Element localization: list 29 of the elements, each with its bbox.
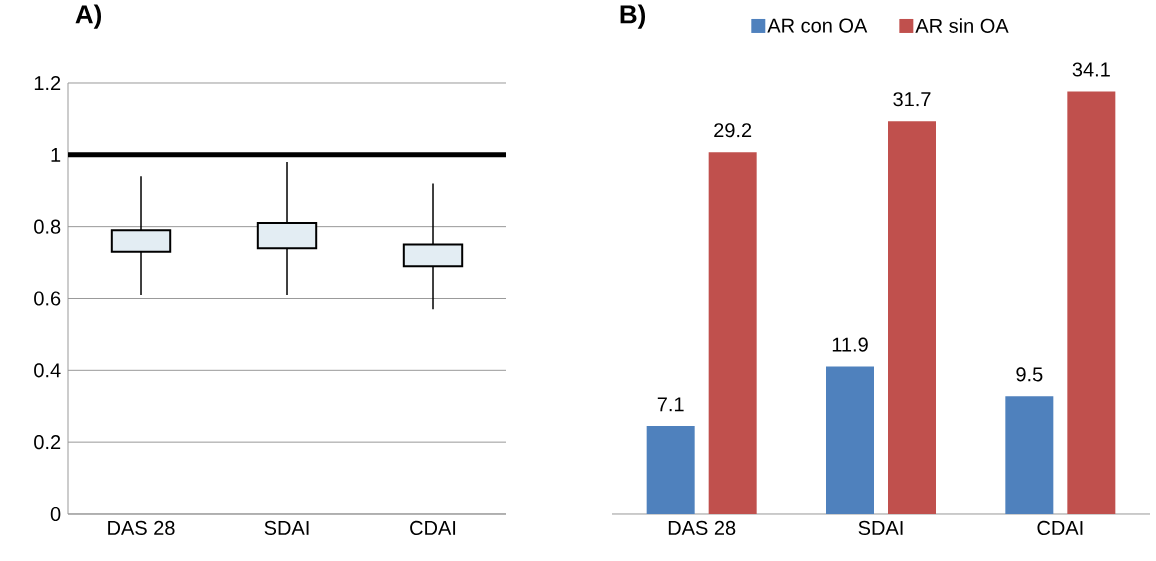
y-tick-label: 0 [50, 506, 61, 522]
bar [708, 152, 757, 514]
x-tick-label: DAS 28 [108, 520, 175, 535]
y-tick-label: 1 [51, 147, 61, 162]
data-label: 11.9 [832, 337, 868, 352]
x-tick-label: CDAI [1037, 520, 1083, 535]
x-tick-label: SDAI [858, 520, 903, 535]
legend-label: AR con OA [767, 18, 868, 33]
x-tick-label: CDAI [410, 520, 456, 535]
data-label: 34.1 [1072, 62, 1110, 77]
bar [888, 121, 936, 514]
data-label: 7.1 [657, 397, 684, 412]
chart-title: A) [75, 4, 102, 29]
x-tick-label: SDAI [264, 520, 309, 535]
data-label: 29.2 [714, 123, 752, 138]
y-tick-label: 0.8 [34, 219, 61, 234]
data-label: 9.5 [1016, 367, 1043, 382]
y-tick-label: 0.2 [34, 435, 61, 450]
x-tick-label: DAS 28 [668, 520, 736, 535]
y-tick-label: 1.2 [34, 76, 61, 90]
bar [646, 426, 695, 514]
legend-label: AR sin OA [915, 18, 1009, 33]
chart-title: B) [620, 4, 646, 29]
data-label: 31.7 [893, 92, 931, 107]
bar [1005, 396, 1054, 514]
y-tick-label: 0.4 [34, 363, 61, 378]
bar [826, 366, 874, 514]
y-tick-label: 0.6 [34, 291, 61, 306]
bar [1067, 91, 1116, 514]
